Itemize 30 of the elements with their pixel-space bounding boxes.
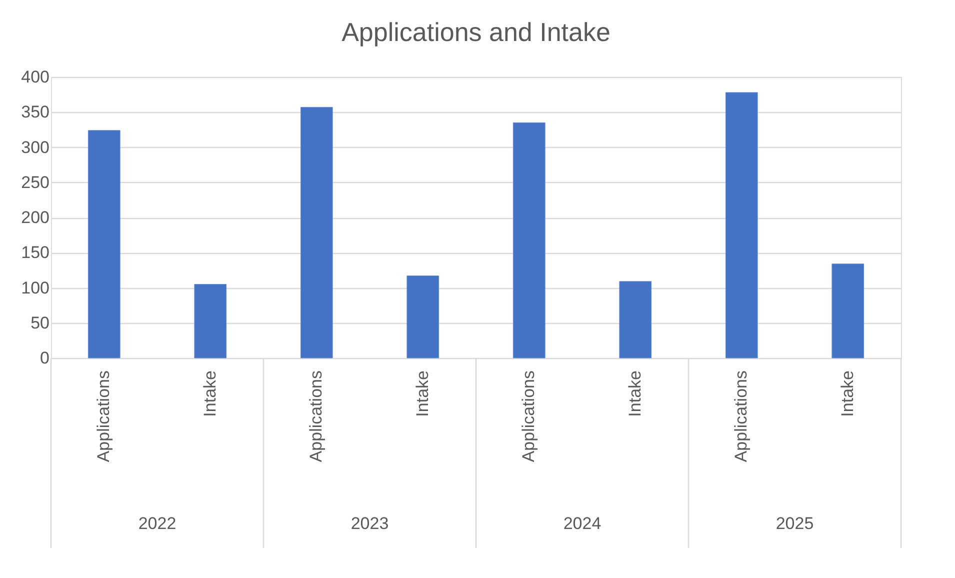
bar bbox=[406, 276, 440, 358]
text: 2025 bbox=[776, 514, 814, 533]
y-tick-label: 100 bbox=[21, 278, 50, 298]
x-tick-label: Applications bbox=[306, 370, 326, 462]
x-tick-label: Intake bbox=[412, 370, 432, 417]
text: 2024 bbox=[563, 514, 602, 533]
bar bbox=[619, 281, 652, 358]
y-tick-label: 350 bbox=[21, 102, 50, 122]
bar bbox=[832, 264, 864, 358]
y-tick-label: 200 bbox=[21, 208, 50, 227]
x-tick-label: Applications bbox=[732, 370, 751, 462]
y-tick-label: 150 bbox=[21, 243, 50, 262]
y-tick-label: 400 bbox=[21, 68, 50, 86]
bar bbox=[194, 284, 227, 358]
bar bbox=[725, 92, 758, 358]
x-tick-label: Applications bbox=[94, 370, 114, 462]
x-tick-label: Intake bbox=[200, 370, 220, 417]
bar bbox=[300, 106, 333, 358]
y-tick-label: 250 bbox=[21, 172, 50, 192]
y-tick-label: 50 bbox=[30, 313, 50, 332]
x-tick-label: Intake bbox=[838, 370, 857, 417]
bar bbox=[512, 122, 546, 358]
x-tick-label: Intake bbox=[625, 370, 644, 417]
chart-title: Applications and Intake bbox=[342, 17, 610, 47]
y-tick-label: 300 bbox=[21, 138, 50, 157]
y-tick-label: 0 bbox=[40, 348, 50, 368]
x-tick-label: Applications bbox=[519, 370, 538, 462]
bar bbox=[88, 130, 120, 358]
text: 2023 bbox=[350, 514, 389, 533]
text: 2022 bbox=[138, 514, 176, 533]
